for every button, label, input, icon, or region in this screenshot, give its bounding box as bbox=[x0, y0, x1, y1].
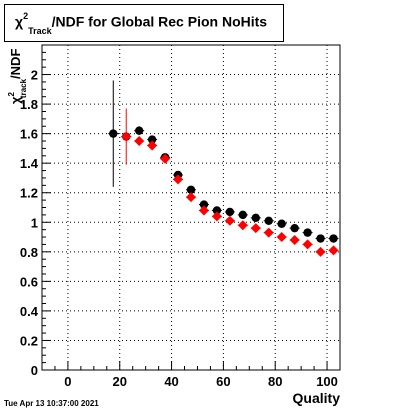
x-axis: 0 20 40 60 80 100 bbox=[41, 361, 341, 389]
data-point-diamond bbox=[224, 215, 235, 226]
data-point-circle bbox=[290, 223, 299, 233]
y-axis: 0 0.2 0.4 0.6 0.8 1 1.2 1.4 1.6 1.8 2 bbox=[20, 51, 51, 378]
timestamp-footer: Tue Apr 13 10:37:00 2021 bbox=[4, 399, 99, 408]
data-series bbox=[108, 80, 339, 257]
data-point-circle bbox=[264, 216, 273, 225]
data-point-diamond bbox=[328, 245, 339, 256]
series-2 bbox=[121, 108, 339, 257]
x-tick-label: 100 bbox=[316, 374, 338, 389]
data-point-circle bbox=[251, 213, 260, 223]
title-sub: Track bbox=[28, 26, 52, 37]
data-point-diamond bbox=[147, 140, 158, 151]
y-tick-label: 1.6 bbox=[20, 127, 38, 142]
title-sup: 2 bbox=[23, 11, 29, 21]
chart-title-box: χ2 Track/NDF for Global Rec Pion NoHits bbox=[4, 4, 284, 42]
data-point-diamond bbox=[263, 227, 274, 238]
data-point-circle bbox=[238, 210, 248, 220]
y-label-chi: χ bbox=[8, 96, 23, 104]
data-point-diamond bbox=[250, 223, 261, 234]
y-tick-label: 1.8 bbox=[20, 97, 38, 112]
grid-lines bbox=[42, 45, 340, 371]
y-tick-label: 0.6 bbox=[20, 274, 38, 289]
x-tick-label: 80 bbox=[268, 374, 282, 389]
data-point-circle bbox=[277, 219, 286, 228]
data-point-circle bbox=[134, 126, 144, 135]
data-point-diamond bbox=[121, 131, 132, 142]
y-label-sub: track bbox=[19, 78, 28, 98]
data-point-diamond bbox=[289, 235, 300, 245]
data-point-circle bbox=[212, 206, 222, 215]
x-tick-label: 0 bbox=[64, 374, 71, 389]
y-tick-label: 1.2 bbox=[20, 186, 38, 201]
y-tick-label: 1 bbox=[31, 215, 38, 230]
x-tick-label: 40 bbox=[164, 374, 178, 389]
title-chi: χ bbox=[15, 13, 24, 30]
data-point-circle bbox=[109, 129, 118, 138]
y-label-rest: /NDF bbox=[8, 49, 23, 79]
y-tick-label: 2 bbox=[31, 68, 38, 83]
chart-title: χ2 Track/NDF for Global Rec Pion NoHits bbox=[15, 11, 268, 36]
y-tick-label: 0.8 bbox=[20, 245, 38, 260]
data-point-circle bbox=[316, 234, 325, 243]
data-point-diamond bbox=[315, 246, 326, 257]
y-tick-label: 0.2 bbox=[20, 333, 38, 348]
data-point-diamond bbox=[276, 232, 287, 243]
x-tick-label: 60 bbox=[216, 374, 230, 389]
data-point-diamond bbox=[160, 153, 171, 164]
data-point-circle bbox=[186, 185, 196, 194]
title-rest: /NDF for Global Rec Pion NoHits bbox=[51, 13, 268, 30]
data-point-diamond bbox=[134, 136, 145, 147]
data-point-circle bbox=[225, 207, 235, 217]
data-point-circle bbox=[199, 200, 209, 209]
data-point-circle bbox=[329, 234, 338, 243]
data-point-diamond bbox=[173, 174, 184, 185]
x-axis-label: Quality bbox=[293, 390, 341, 406]
data-point-diamond bbox=[186, 192, 196, 203]
data-point-circle bbox=[147, 135, 157, 144]
y-tick-label: 0.4 bbox=[20, 304, 39, 319]
y-tick-label: 0 bbox=[31, 363, 38, 378]
y-axis-label: χ2 track/NDF bbox=[7, 49, 28, 104]
y-tick-label: 1.4 bbox=[20, 156, 39, 171]
data-point-diamond bbox=[211, 211, 222, 222]
data-point-circle bbox=[303, 228, 312, 237]
data-point-diamond bbox=[302, 239, 313, 250]
plot-frame bbox=[41, 44, 341, 371]
data-point-diamond bbox=[198, 205, 209, 216]
y-label-sup: 2 bbox=[7, 92, 16, 97]
data-point-diamond bbox=[237, 220, 248, 231]
x-tick-label: 20 bbox=[113, 374, 127, 389]
